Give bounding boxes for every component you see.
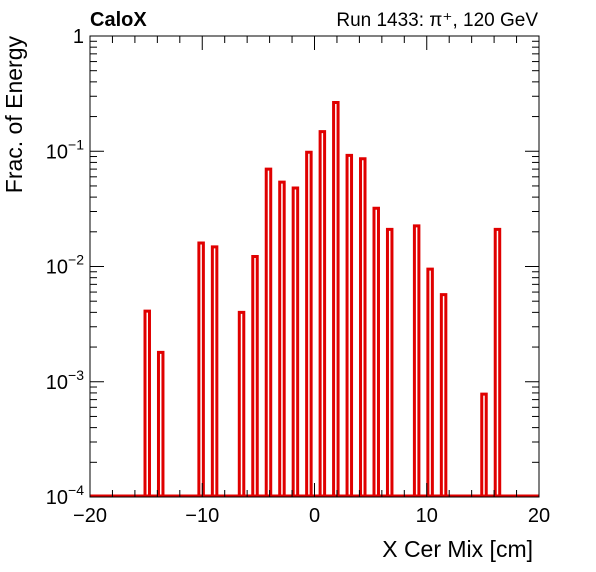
y-tick-label: 10−1 — [46, 136, 84, 163]
x-tick-label: −10 — [185, 505, 219, 527]
histogram-bar — [426, 267, 434, 496]
histogram-bar — [210, 245, 219, 496]
x-tick-label: −20 — [73, 505, 107, 527]
histogram-bar — [197, 241, 205, 496]
y-tick-labels: 1 10−1 10−2 10−3 10−4 — [46, 26, 84, 509]
histogram-bar — [291, 186, 300, 496]
corner-title-right: Run 1433: π⁺, 120 GeV — [336, 10, 538, 31]
histogram-bar — [372, 206, 380, 496]
histogram-bar — [143, 309, 151, 496]
y-tick-label: 10−4 — [46, 482, 84, 509]
histogram-bar — [156, 350, 165, 496]
x-axis-title: X Cer Mix [cm] — [382, 536, 533, 562]
y-axis-title: Frac. of Energy — [1, 36, 27, 194]
x-tick-labels: −20 −10 0 10 20 — [73, 505, 550, 527]
histogram-bar — [493, 227, 502, 496]
bars-layer — [90, 100, 539, 498]
histogram-bar — [439, 293, 448, 496]
histogram-bar — [278, 180, 286, 496]
histogram-bar — [345, 153, 354, 496]
histogram-bar — [251, 255, 259, 496]
histogram-bar — [412, 224, 421, 496]
histogram-bar — [332, 100, 340, 496]
y-tick-label: 1 — [73, 26, 84, 48]
corner-title-left: CaloX — [90, 9, 147, 31]
histogram-bar — [318, 130, 327, 496]
plot-frame — [89, 35, 540, 498]
y-tick-label: 10−2 — [46, 252, 84, 279]
histogram-bar — [237, 310, 246, 496]
x-tick-label: 0 — [309, 505, 320, 527]
y-tick-label: 10−3 — [46, 367, 84, 394]
histogram-bar — [264, 167, 273, 496]
histogram-bar — [480, 392, 488, 496]
x-tick-label: 10 — [416, 505, 438, 527]
histogram-bar — [359, 157, 367, 496]
histogram-bar — [385, 227, 394, 496]
histogram-bar — [305, 150, 313, 496]
x-tick-label: 20 — [528, 505, 550, 527]
